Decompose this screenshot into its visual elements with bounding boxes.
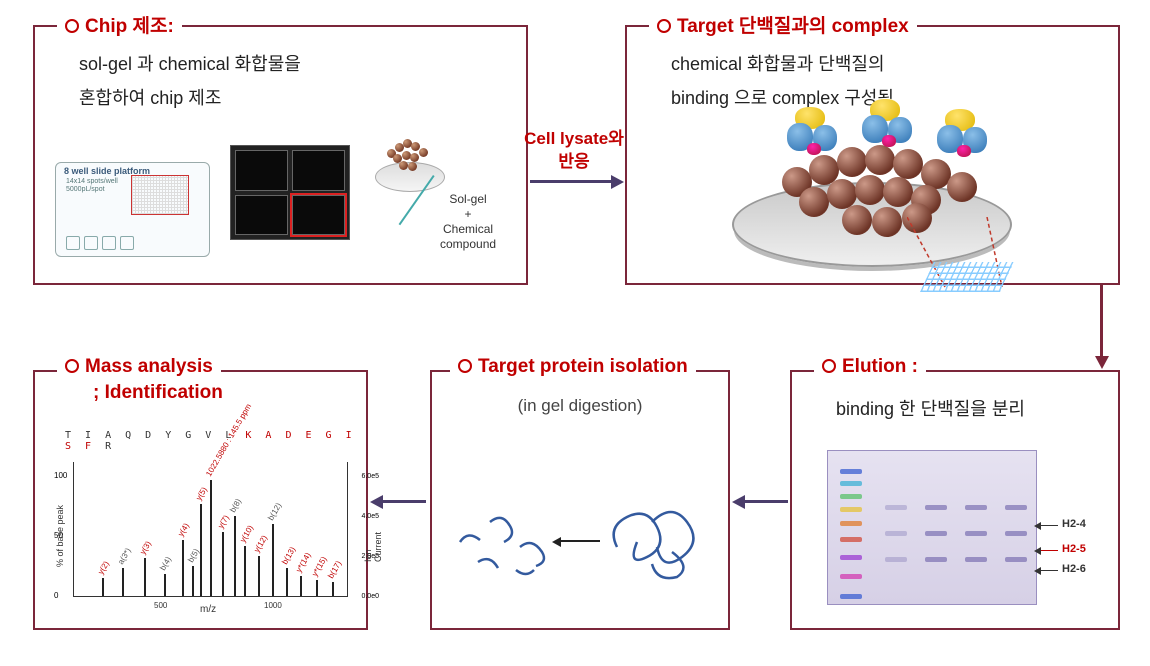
box3-title-text: Elution : bbox=[842, 356, 918, 377]
digestion-arrow-icon bbox=[560, 540, 600, 542]
arrow-1-to-2-label: Cell lysate와반응 bbox=[520, 128, 628, 174]
chip-grid-icon bbox=[920, 262, 1014, 292]
box2-desc-l1: chemical 화합물과 단백질의 bbox=[671, 47, 1102, 81]
gel-image bbox=[827, 450, 1037, 605]
box-chip-fabrication: Chip 제조: sol-gel 과 chemical 화합물을 혼합하여 ch… bbox=[33, 25, 528, 285]
wells-photo bbox=[230, 145, 350, 240]
box3-desc: binding 한 단백질을 분리 bbox=[808, 392, 1102, 426]
bullet-icon bbox=[65, 19, 79, 33]
box4-title-text: Target protein isolation bbox=[478, 356, 688, 377]
box1-desc-l1: sol-gel 과 chemical 화합물을 bbox=[79, 47, 510, 81]
platform-schematic: 8 well slide platform 14x14 spots/well50… bbox=[55, 162, 210, 257]
gel-sample-lane bbox=[963, 459, 989, 596]
box1-title: Chip 제조: bbox=[57, 11, 182, 38]
box2-title-text: Target 단백질과의 complex bbox=[677, 16, 909, 37]
arrow-4-to-5 bbox=[382, 500, 426, 503]
box3-title: Elution : bbox=[814, 356, 926, 378]
box5-title-text: Mass analysis bbox=[85, 356, 213, 377]
arrow-2-to-3 bbox=[1100, 285, 1103, 357]
box5-title2: ; Identification bbox=[93, 382, 223, 404]
box1-title-text: Chip 제조: bbox=[85, 16, 174, 37]
box3-desc-l1: binding 한 단백질을 분리 bbox=[836, 392, 1102, 426]
peptide-fragments-icon bbox=[450, 492, 560, 587]
box1-desc-l2: 혼합하여 chip 제조 bbox=[79, 81, 510, 115]
gel-ladder-lane bbox=[838, 459, 864, 596]
bullet-icon bbox=[458, 359, 472, 373]
box5-title: Mass analysis bbox=[57, 356, 221, 378]
protein-icon bbox=[862, 99, 922, 151]
platform-sub: 14x14 spots/well5000pL/spot bbox=[66, 178, 118, 195]
box4-subtitle-text: (in gel digestion) bbox=[448, 390, 712, 422]
box4-title: Target protein isolation bbox=[450, 356, 696, 378]
spectrum-xlabel: m/z bbox=[200, 604, 216, 615]
box-mass-analysis: Mass analysis ; Identification T I A Q D… bbox=[33, 370, 368, 630]
bullet-icon bbox=[822, 359, 836, 373]
gel-band-arrow bbox=[1040, 525, 1058, 526]
box2-title: Target 단백질과의 complex bbox=[649, 11, 917, 38]
gel-sample-lane bbox=[883, 459, 909, 596]
box-elution: Elution : binding 한 단백질을 분리 H2-4 H2-5 H2… bbox=[790, 370, 1120, 630]
protein-icon bbox=[787, 107, 847, 159]
gel-band-arrow bbox=[1040, 550, 1058, 551]
box-protein-isolation: Target protein isolation (in gel digesti… bbox=[430, 370, 730, 630]
protein-tangle-icon bbox=[602, 492, 712, 587]
gel-band-label: H2-5 bbox=[1062, 543, 1086, 555]
spectrum-sequence: T I A Q D Y G V L K A D E G I S F R bbox=[65, 430, 366, 452]
spectrum-ylabel-left: % of base peak bbox=[55, 505, 65, 567]
box1-desc: sol-gel 과 chemical 화합물을 혼합하여 chip 제조 bbox=[51, 47, 510, 115]
gel-band-label: H2-4 bbox=[1062, 518, 1086, 530]
protein-icon bbox=[937, 109, 997, 161]
gel-sample-lane bbox=[923, 459, 949, 596]
mass-spectrum-chart: y(2)a(3*)y(3)b(4)y(4)b(5)y(5)1022.5880 :… bbox=[73, 462, 348, 597]
bullet-icon bbox=[657, 19, 671, 33]
gel-band-arrow bbox=[1040, 570, 1058, 571]
solgel-label: Sol-gel + Chemical compound bbox=[440, 192, 496, 252]
spectrum-ylabel-right: Ion Current bbox=[363, 532, 383, 562]
arrow-1-to-2 bbox=[530, 180, 612, 183]
arrow-3-to-4 bbox=[744, 500, 788, 503]
platform-slots bbox=[66, 236, 134, 250]
beads-cluster bbox=[387, 139, 431, 169]
platform-grid-icon bbox=[131, 175, 189, 215]
box4-subtitle: (in gel digestion) bbox=[448, 390, 712, 422]
bullet-icon bbox=[65, 359, 79, 373]
gel-sample-lane bbox=[1003, 459, 1029, 596]
box-target-complex: Target 단백질과의 complex chemical 화합물과 단백질의 … bbox=[625, 25, 1120, 285]
gel-band-label: H2-6 bbox=[1062, 563, 1086, 575]
